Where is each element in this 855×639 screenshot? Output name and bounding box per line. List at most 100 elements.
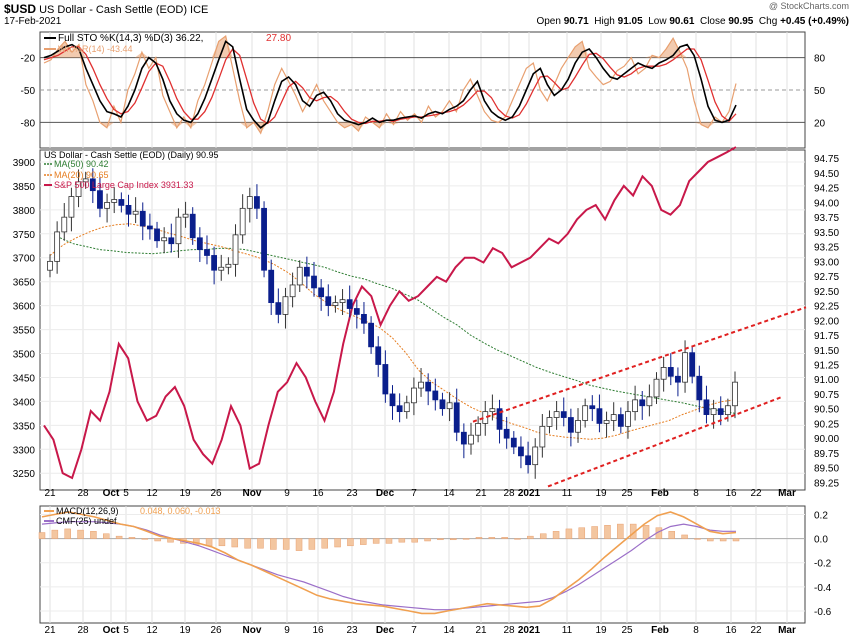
- candle-body: [218, 266, 225, 271]
- price-right-tick: 93.50: [814, 228, 839, 239]
- candle: [47, 254, 53, 278]
- candle: [425, 373, 432, 406]
- close-value: 90.95: [728, 16, 754, 27]
- ma50-legend: MA(50) 90.42: [54, 159, 109, 169]
- candle: [660, 356, 667, 392]
- candle-body: [275, 302, 282, 315]
- candle: [68, 187, 75, 232]
- candle: [632, 385, 639, 421]
- candle: [396, 393, 403, 423]
- candle-body: [510, 437, 517, 448]
- macd-histogram-bar: [282, 538, 290, 550]
- candle-body: [146, 225, 153, 230]
- macd-histogram-bar: [642, 525, 650, 539]
- macd-histogram-bar: [732, 538, 740, 542]
- price-x-tick: 5: [123, 488, 129, 499]
- macd-x-tick: 19: [179, 625, 191, 636]
- macd-histogram-bar: [617, 523, 624, 539]
- price-x-tick: 19: [179, 488, 191, 499]
- macd-histogram-bar: [103, 533, 110, 539]
- macd-histogram-bar: [668, 531, 675, 539]
- macd-right-tick: 0.2: [814, 510, 828, 521]
- price-x-tick: 21: [44, 488, 56, 499]
- macd-histogram-bar: [385, 538, 393, 544]
- candle: [89, 168, 96, 204]
- candle-body: [653, 378, 660, 398]
- candle-body: [111, 199, 118, 203]
- candle-body: [54, 231, 61, 262]
- candle: [97, 176, 103, 218]
- candle: [418, 368, 424, 397]
- candle: [232, 224, 239, 277]
- candle-body: [575, 420, 581, 433]
- candle-body: [104, 202, 110, 209]
- candle: [403, 395, 410, 419]
- candle-body: [339, 299, 346, 304]
- candle: [332, 295, 339, 313]
- price-right-tick: 94.25: [814, 184, 839, 195]
- macd-x-tick: 22: [750, 625, 762, 636]
- candle: [546, 410, 553, 434]
- macd-x-tick: 14: [443, 625, 455, 636]
- watermark: @ StockCharts.com: [768, 1, 849, 11]
- candle: [732, 371, 738, 419]
- price-x-tick: 2021: [518, 488, 541, 499]
- candle: [82, 171, 89, 189]
- spx-line: [43, 146, 737, 480]
- macd-histogram-bar: [231, 538, 239, 548]
- candle-body: [639, 399, 646, 407]
- candle: [617, 407, 624, 434]
- candle: [446, 392, 453, 422]
- macd-histogram-bar: [450, 538, 457, 541]
- macd-histogram-bar: [141, 538, 149, 540]
- candle: [468, 422, 474, 455]
- price-right-tick: 93.00: [814, 257, 839, 268]
- price-left-tick: 3600: [13, 302, 36, 313]
- candle: [104, 193, 110, 223]
- candle: [696, 365, 703, 413]
- candle: [54, 221, 61, 274]
- candle: [639, 391, 646, 420]
- sto-right-tick: 50: [814, 86, 826, 97]
- close-label: Close: [699, 16, 726, 27]
- candle-body: [446, 402, 453, 410]
- candle: [261, 201, 267, 278]
- macd-x-tick: Feb: [651, 625, 669, 636]
- macd-histogram-bar: [707, 538, 714, 542]
- price-right-tick: 91.25: [814, 360, 839, 371]
- candle-body: [632, 399, 639, 413]
- macd-histogram-bar: [360, 538, 367, 545]
- candle: [489, 394, 496, 421]
- macd-histogram-bar: [308, 538, 316, 550]
- candle-body: [425, 381, 432, 392]
- macd-histogram-bar: [398, 538, 406, 543]
- candle: [368, 316, 374, 354]
- candle-body: [603, 420, 610, 424]
- candle-body: [232, 234, 239, 265]
- candle-body: [460, 431, 467, 445]
- price-x-tick: 19: [595, 488, 607, 499]
- candle: [211, 246, 218, 285]
- price-x-tick: 14: [443, 488, 455, 499]
- candle-body: [132, 210, 139, 215]
- macd-x-tick: 21: [475, 625, 487, 636]
- price-right-tick: 92.25: [814, 302, 839, 313]
- candle-body: [282, 296, 289, 315]
- candle: [510, 431, 517, 455]
- candle: [560, 397, 567, 427]
- price-x-tick: 11: [562, 488, 573, 499]
- candle-body: [254, 196, 260, 209]
- price-x-tick: 23: [346, 488, 358, 499]
- candle: [75, 169, 82, 208]
- price-right-tick: 94.00: [814, 198, 839, 209]
- candle-body: [154, 228, 160, 242]
- price-x-tick: 16: [725, 488, 737, 499]
- candle-body: [432, 390, 439, 401]
- candle: [496, 399, 503, 444]
- macd-x-tick: 7: [411, 625, 417, 636]
- price-left-tick: 3350: [13, 421, 36, 432]
- macd-histogram-bar: [475, 537, 483, 539]
- candle-body: [382, 364, 389, 395]
- price-right-tick: 89.25: [814, 478, 839, 489]
